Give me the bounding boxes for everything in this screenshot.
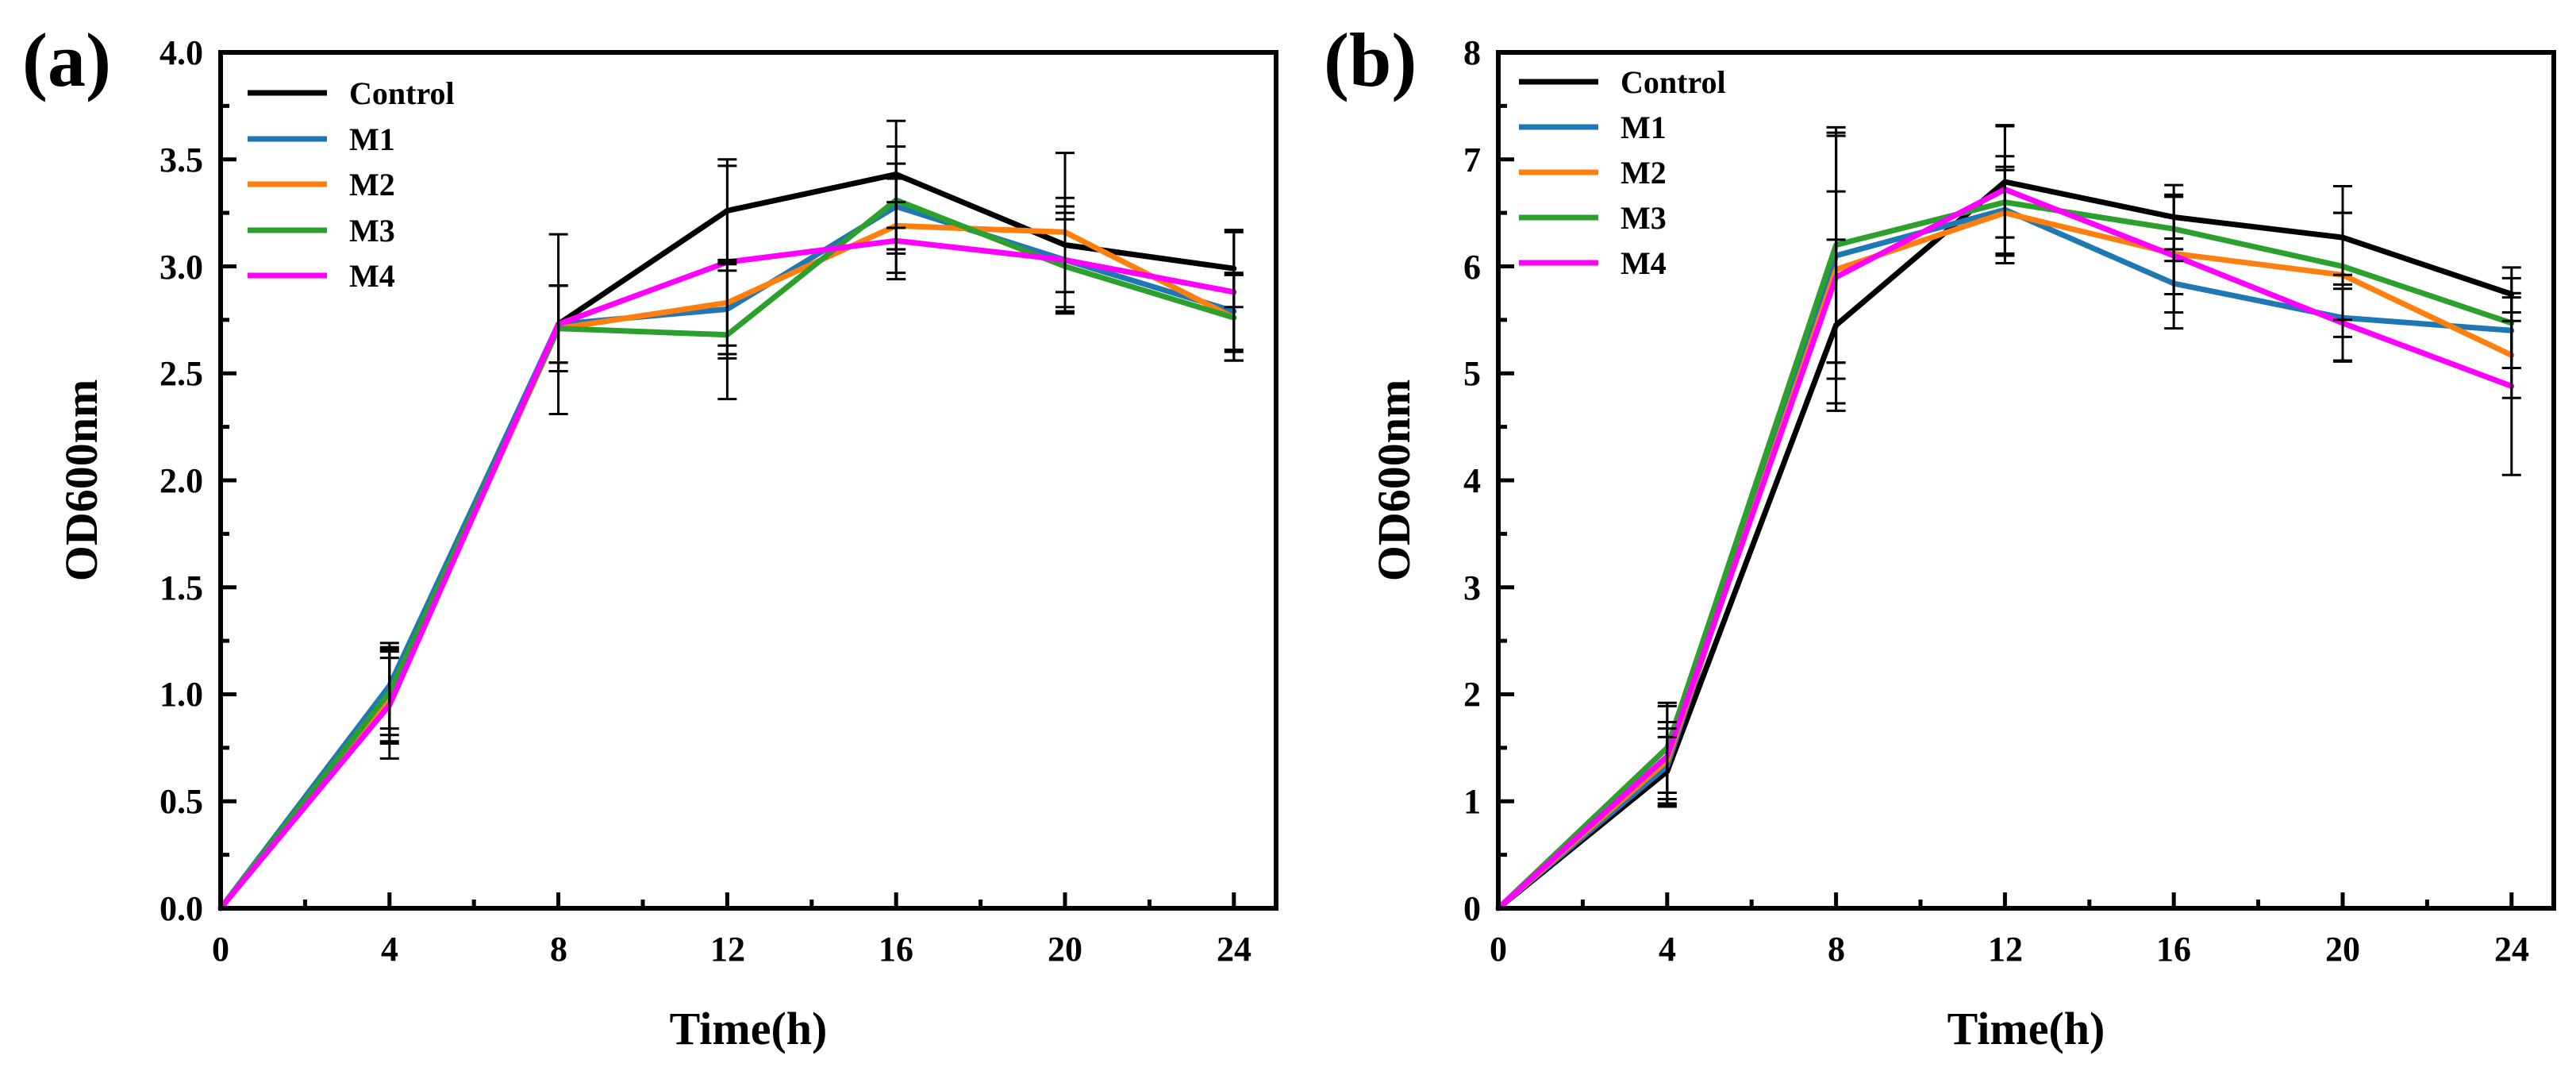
series-line-m4 — [1495, 187, 2515, 911]
y-tick-label: 2.5 — [160, 354, 203, 393]
legend-label-m1: M1 — [1621, 110, 1667, 145]
x-tick-labels-b: 0 4 8 12 16 20 24 — [1490, 930, 2529, 969]
legend-label-m3: M3 — [349, 213, 395, 249]
ticks-layer-b — [1496, 50, 2514, 911]
x-tick-label: 16 — [879, 930, 913, 969]
series-layer-b — [1495, 124, 2521, 911]
legend-label-m4: M4 — [349, 258, 395, 294]
legend-label-m3: M3 — [1621, 200, 1667, 236]
error-bar-m4 — [2333, 283, 2352, 363]
y-tick-label: 4 — [1463, 461, 1481, 500]
series-line-control — [1495, 179, 2515, 911]
legend-label-control: Control — [349, 75, 455, 111]
error-bar-m4 — [1995, 124, 2015, 255]
y-tick-label: 3 — [1463, 568, 1481, 607]
legend-label-control: Control — [1621, 64, 1726, 100]
x-tick-label: 20 — [1048, 930, 1082, 969]
y-tick-label: 0.5 — [160, 782, 203, 821]
plot-frame-b — [1496, 50, 2556, 911]
error-bar-m4 — [1826, 190, 1846, 364]
y-tick-label: 7 — [1463, 141, 1481, 179]
panel-label-b: (b) — [1324, 17, 1417, 102]
x-tick-label: 24 — [2494, 930, 2529, 969]
x-tick-labels-a: 0 4 8 12 16 20 24 — [212, 930, 1251, 969]
error-bar-m4 — [886, 201, 906, 281]
legend-label-m1: M1 — [349, 121, 395, 157]
error-bar-m4 — [2164, 216, 2184, 296]
x-tick-label: 12 — [1988, 930, 2023, 969]
y-tick-label: 8 — [1463, 33, 1481, 72]
series-line-m1 — [1495, 206, 2515, 911]
y-tick-label: 0 — [1463, 889, 1481, 928]
y-tick-label: 3.0 — [160, 248, 203, 287]
x-axis-label-a: Time(h) — [670, 1003, 828, 1054]
error-bar-m4 — [1657, 704, 1677, 808]
legend-label-m2: M2 — [1621, 155, 1667, 191]
y-tick-label: 1 — [1463, 782, 1481, 821]
error-bar-m4 — [1224, 230, 1244, 353]
x-tick-label: 0 — [1490, 930, 1507, 969]
legend-label-m2: M2 — [349, 167, 395, 202]
error-bar-m4 — [548, 233, 568, 415]
y-tick-label: 1.0 — [160, 675, 203, 714]
panel-b: (b) 0 4 8 12 16 20 24 0 1 2 3 4 5 6 7 8 … — [1324, 17, 2556, 1054]
x-tick-label: 20 — [2325, 930, 2360, 969]
y-tick-label: 4.0 — [160, 33, 203, 72]
error-bar-m4 — [379, 650, 399, 760]
y-tick-labels-a: 0.0 0.5 1.0 1.5 2.0 2.5 3.0 3.5 4.0 — [160, 33, 203, 928]
x-tick-label: 8 — [1828, 930, 1845, 969]
y-tick-label: 3.5 — [160, 141, 203, 179]
y-tick-labels-b: 0 1 2 3 4 5 6 7 8 — [1463, 33, 1481, 928]
legend-label-m4: M4 — [1621, 245, 1667, 281]
y-axis-label-b: OD600nm — [1368, 380, 1420, 582]
y-tick-label: 1.5 — [160, 568, 203, 607]
x-axis-label-b: Time(h) — [1947, 1003, 2105, 1054]
legend-a: Control M1 M2 M3 M4 — [248, 75, 455, 294]
x-tick-label: 16 — [2156, 930, 2191, 969]
x-tick-label: 4 — [1659, 930, 1676, 969]
x-tick-label: 24 — [1217, 930, 1251, 969]
legend-b: Control M1 M2 M3 M4 — [1519, 64, 1726, 281]
x-tick-label: 0 — [212, 930, 229, 969]
x-tick-label: 12 — [710, 930, 745, 969]
plot-frame-a — [218, 50, 1278, 911]
x-tick-label: 8 — [550, 930, 567, 969]
y-tick-label: 2.0 — [160, 461, 203, 500]
series-layer-a — [217, 119, 1244, 911]
y-tick-label: 6 — [1463, 248, 1481, 287]
y-tick-label: 2 — [1463, 675, 1481, 714]
error-bar-m4 — [2501, 296, 2521, 476]
panel-label-a: (a) — [22, 17, 111, 102]
x-tick-label: 4 — [381, 930, 398, 969]
series-line-m3 — [1495, 199, 2515, 911]
panel-a: (a) 0 4 8 12 16 20 24 0.0 0.5 1.0 1.5 2.… — [22, 17, 1278, 1054]
y-tick-label: 0.0 — [160, 889, 203, 928]
error-bar-m4 — [717, 164, 737, 360]
error-bar-m4 — [1055, 205, 1075, 315]
y-tick-label: 5 — [1463, 354, 1481, 393]
y-axis-label-a: OD600nm — [56, 380, 107, 582]
